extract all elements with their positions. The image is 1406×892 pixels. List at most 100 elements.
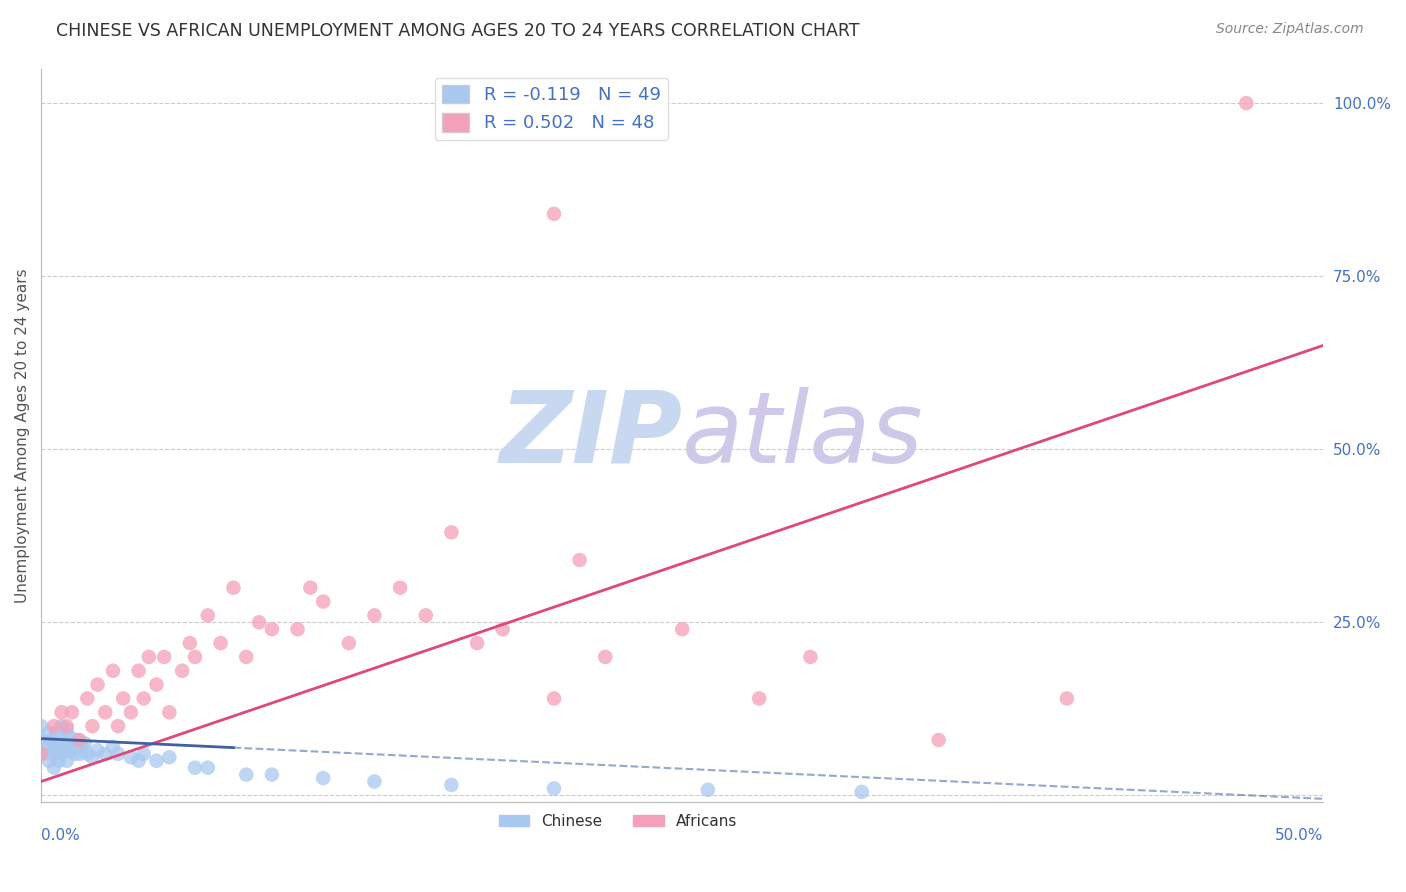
Point: [184, 761, 207, 775]
Point: [145, 677, 167, 691]
Point: [132, 691, 155, 706]
Point: [86, 677, 108, 691]
Point: [197, 761, 219, 775]
Point: [247, 615, 270, 630]
Point: [138, 649, 160, 664]
Point: [299, 581, 322, 595]
Text: Source: ZipAtlas.com: Source: ZipAtlas.com: [1216, 22, 1364, 37]
Point: [35, 739, 58, 754]
Point: [132, 747, 155, 761]
Point: [363, 774, 385, 789]
Point: [70, 739, 93, 754]
Point: [101, 664, 124, 678]
Point: [389, 581, 412, 595]
Point: [60, 739, 83, 754]
Point: [41, 733, 63, 747]
Point: [69, 733, 91, 747]
Point: [86, 743, 108, 757]
Point: [58, 743, 80, 757]
Point: [179, 636, 201, 650]
Point: [465, 636, 488, 650]
Point: [42, 719, 65, 733]
Point: [145, 754, 167, 768]
Point: [1234, 96, 1257, 111]
Point: [58, 730, 80, 744]
Point: [38, 726, 60, 740]
Point: [76, 747, 98, 761]
Point: [55, 723, 77, 737]
Point: [1056, 691, 1078, 706]
Point: [197, 608, 219, 623]
Text: 50.0%: 50.0%: [1275, 828, 1323, 843]
Point: [543, 781, 565, 796]
Point: [94, 747, 117, 761]
Point: [748, 691, 770, 706]
Point: [153, 649, 176, 664]
Point: [41, 747, 63, 761]
Point: [48, 754, 70, 768]
Point: [60, 706, 83, 720]
Point: [235, 649, 257, 664]
Y-axis label: Unemployment Among Ages 20 to 24 years: Unemployment Among Ages 20 to 24 years: [15, 268, 30, 603]
Point: [235, 767, 257, 781]
Point: [30, 733, 52, 747]
Point: [928, 733, 950, 747]
Point: [312, 771, 335, 785]
Point: [101, 739, 124, 754]
Point: [568, 553, 591, 567]
Text: 0.0%: 0.0%: [41, 828, 80, 843]
Text: atlas: atlas: [682, 387, 924, 483]
Point: [55, 736, 77, 750]
Point: [66, 733, 89, 747]
Point: [38, 754, 60, 768]
Point: [30, 747, 52, 761]
Point: [337, 636, 360, 650]
Point: [696, 782, 718, 797]
Point: [184, 649, 207, 664]
Point: [94, 706, 117, 720]
Point: [82, 750, 104, 764]
Point: [76, 691, 98, 706]
Point: [222, 581, 245, 595]
Point: [55, 754, 77, 768]
Point: [363, 608, 385, 623]
Point: [42, 761, 65, 775]
Point: [851, 785, 873, 799]
Point: [128, 664, 150, 678]
Point: [799, 649, 821, 664]
Point: [42, 739, 65, 754]
Point: [172, 664, 194, 678]
Point: [82, 719, 104, 733]
Point: [51, 747, 73, 761]
Point: [157, 750, 180, 764]
Point: [593, 649, 616, 664]
Point: [63, 747, 86, 761]
Point: [312, 594, 335, 608]
Point: [260, 622, 283, 636]
Point: [492, 622, 515, 636]
Point: [157, 706, 180, 720]
Point: [128, 754, 150, 768]
Text: ZIP: ZIP: [499, 387, 682, 483]
Point: [51, 719, 73, 733]
Point: [440, 778, 463, 792]
Point: [543, 207, 565, 221]
Point: [209, 636, 232, 650]
Point: [120, 706, 142, 720]
Point: [45, 747, 67, 761]
Point: [120, 750, 142, 764]
Point: [112, 691, 135, 706]
Point: [671, 622, 693, 636]
Point: [51, 706, 73, 720]
Point: [30, 747, 52, 761]
Point: [287, 622, 309, 636]
Point: [53, 739, 76, 754]
Point: [440, 525, 463, 540]
Point: [45, 726, 67, 740]
Point: [260, 767, 283, 781]
Text: CHINESE VS AFRICAN UNEMPLOYMENT AMONG AGES 20 TO 24 YEARS CORRELATION CHART: CHINESE VS AFRICAN UNEMPLOYMENT AMONG AG…: [56, 22, 859, 40]
Point: [415, 608, 437, 623]
Point: [73, 736, 96, 750]
Point: [30, 719, 52, 733]
Point: [69, 747, 91, 761]
